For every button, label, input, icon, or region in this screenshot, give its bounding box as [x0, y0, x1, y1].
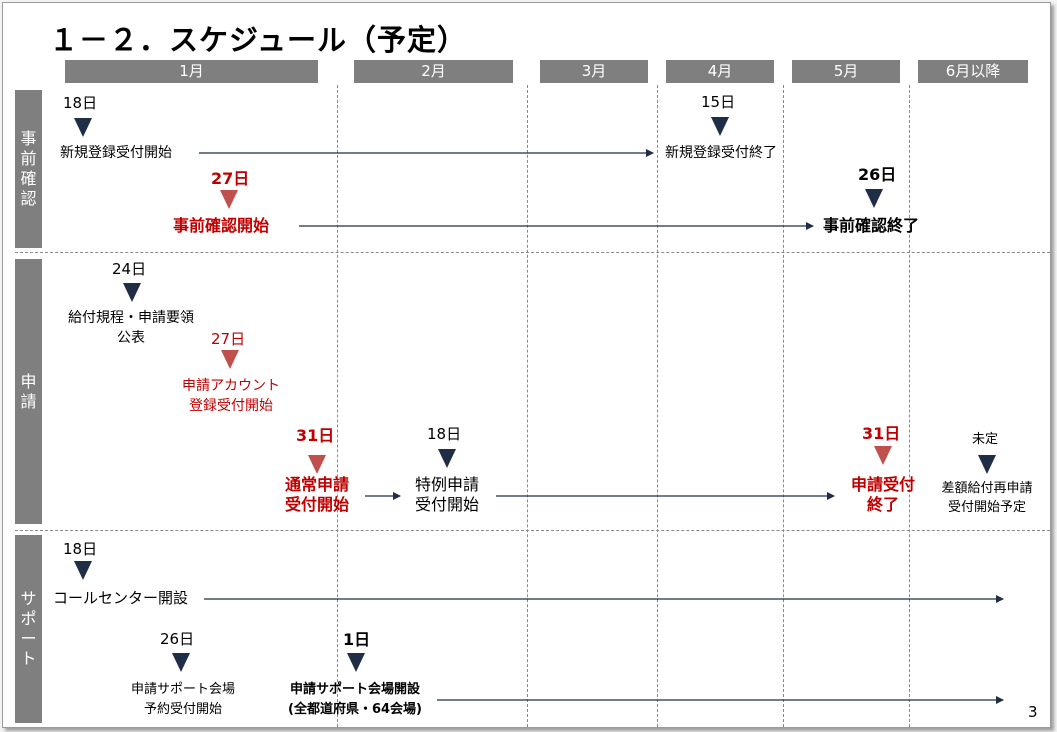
- page-number: 3: [1028, 703, 1038, 721]
- milestone-icon: [865, 189, 883, 208]
- reg-end-day: 15日: [701, 93, 736, 111]
- month-header-may: 5月: [792, 60, 900, 83]
- check-end-day: 26日: [858, 165, 897, 184]
- reserve-label: 申請サポート会場 予約受付開始: [130, 682, 235, 717]
- venue-day: 1日: [343, 630, 371, 649]
- milestone-icon: [221, 350, 239, 369]
- section-divider: [15, 252, 1050, 253]
- section-label-prior: 事前確認: [15, 90, 42, 248]
- month-divider: [657, 85, 658, 727]
- rules-day: 24日: [112, 260, 147, 278]
- milestone-icon: [172, 653, 190, 672]
- normal-label: 通常申請 受付開始: [284, 475, 349, 514]
- check-start-label: 事前確認開始: [173, 216, 270, 235]
- section-label-apply: 申請: [15, 259, 42, 524]
- reapply-label: 差額給付再申請 受付開始予定: [941, 481, 1033, 515]
- section-label-support: サポート: [15, 535, 42, 723]
- milestone-icon: [308, 455, 326, 474]
- account-day: 27日: [211, 330, 246, 348]
- milestone-icon: [220, 190, 238, 209]
- reserve-day: 26日: [160, 630, 195, 648]
- month-header-feb: 2月: [354, 60, 513, 83]
- end-day: 31日: [862, 424, 901, 443]
- reg-start-label: 新規登録受付開始: [60, 145, 172, 161]
- call-day: 18日: [63, 540, 98, 558]
- milestone-icon: [978, 455, 996, 474]
- rules-label: 給付規程・申請要領 公表: [68, 310, 194, 346]
- check-end-label: 事前確認終了: [823, 216, 920, 235]
- page-title: １－２．スケジュール（予定）: [49, 23, 467, 57]
- month-divider: [337, 85, 338, 727]
- check-start-day: 27日: [211, 169, 250, 188]
- milestone-icon: [711, 117, 729, 136]
- month-header-mar: 3月: [540, 60, 648, 83]
- milestone-icon: [74, 118, 92, 137]
- special-day: 18日: [427, 425, 462, 443]
- month-header-jun: 6月以降: [918, 60, 1028, 83]
- venue-label: 申請サポート会場開設 (全都道府県・64会場): [288, 682, 422, 717]
- call-label: コールセンター開設: [53, 589, 189, 607]
- month-header-jan: 1月: [65, 60, 318, 83]
- milestone-icon: [874, 446, 892, 465]
- account-label: 申請アカウント 登録受付開始: [182, 378, 280, 414]
- reg-end-label: 新規登録受付終了: [665, 145, 777, 161]
- normal-day: 31日: [296, 426, 335, 445]
- milestone-icon: [123, 283, 141, 302]
- end-label: 申請受付 終了: [850, 475, 915, 514]
- reapply-status: 未定: [972, 432, 999, 447]
- timeline-arrows: [199, 149, 1004, 704]
- reg-start-day: 18日: [63, 94, 98, 112]
- section-divider: [15, 530, 1050, 531]
- special-label: 特例申請 受付開始: [414, 475, 479, 514]
- month-divider: [783, 85, 784, 727]
- milestone-icon: [74, 561, 92, 580]
- milestone-icon: [438, 449, 456, 468]
- milestone-icon: [347, 653, 365, 672]
- month-divider: [909, 85, 910, 727]
- month-header-apr: 4月: [666, 60, 774, 83]
- month-divider: [527, 85, 528, 727]
